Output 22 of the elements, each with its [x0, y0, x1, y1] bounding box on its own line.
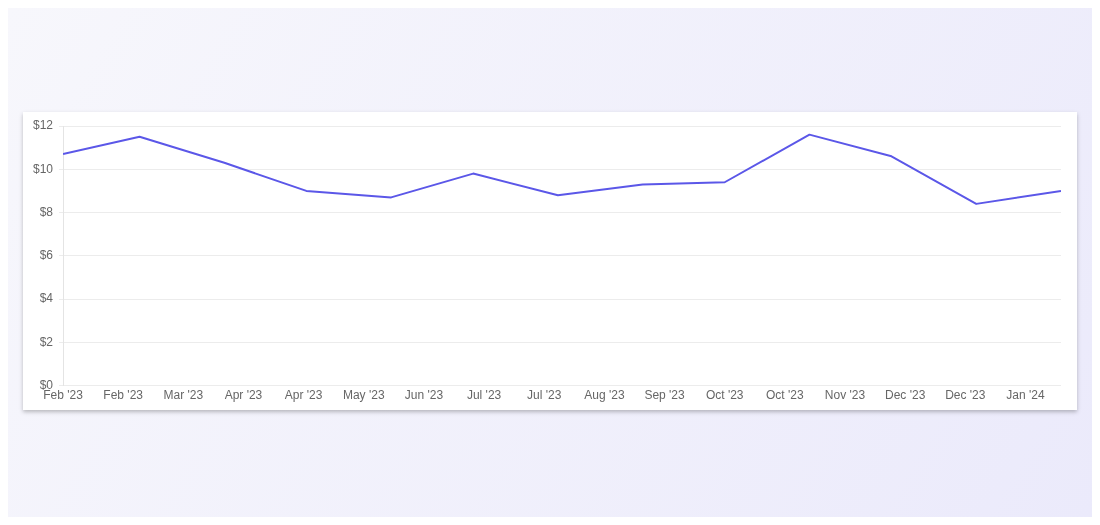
x-tick-label: Dec '23 — [885, 388, 926, 403]
y-tick-label: $6 — [39, 248, 54, 263]
x-tick-label: Apr '23 — [284, 388, 323, 403]
x-tick-label: Mar '23 — [163, 388, 204, 403]
x-tick-label: Aug '23 — [584, 388, 625, 403]
x-tick-label: May '23 — [342, 388, 385, 403]
y-tick-label: $4 — [39, 291, 54, 306]
x-tick-label: Jul '23 — [466, 388, 502, 403]
x-tick-label: Sep '23 — [644, 388, 686, 403]
x-tick-label: Dec '23 — [945, 388, 986, 403]
x-tick-label: Jul '23 — [527, 388, 562, 403]
x-tick-label: Oct '23 — [705, 388, 744, 403]
x-tick-label: Jan '24 — [1006, 388, 1045, 403]
y-tick-label: $8 — [39, 204, 54, 219]
y-tick-label: $12 — [32, 118, 54, 133]
x-tick-label: Apr '23 — [224, 388, 263, 403]
x-tick-label: Jun '23 — [404, 388, 444, 403]
x-tick-label: Nov '23 — [824, 388, 866, 403]
x-tick-label: Feb '23 — [103, 388, 144, 403]
x-tick-label: Oct '23 — [766, 388, 804, 403]
y-tick-label: $2 — [39, 334, 54, 349]
y-tick-label: $10 — [32, 161, 54, 176]
